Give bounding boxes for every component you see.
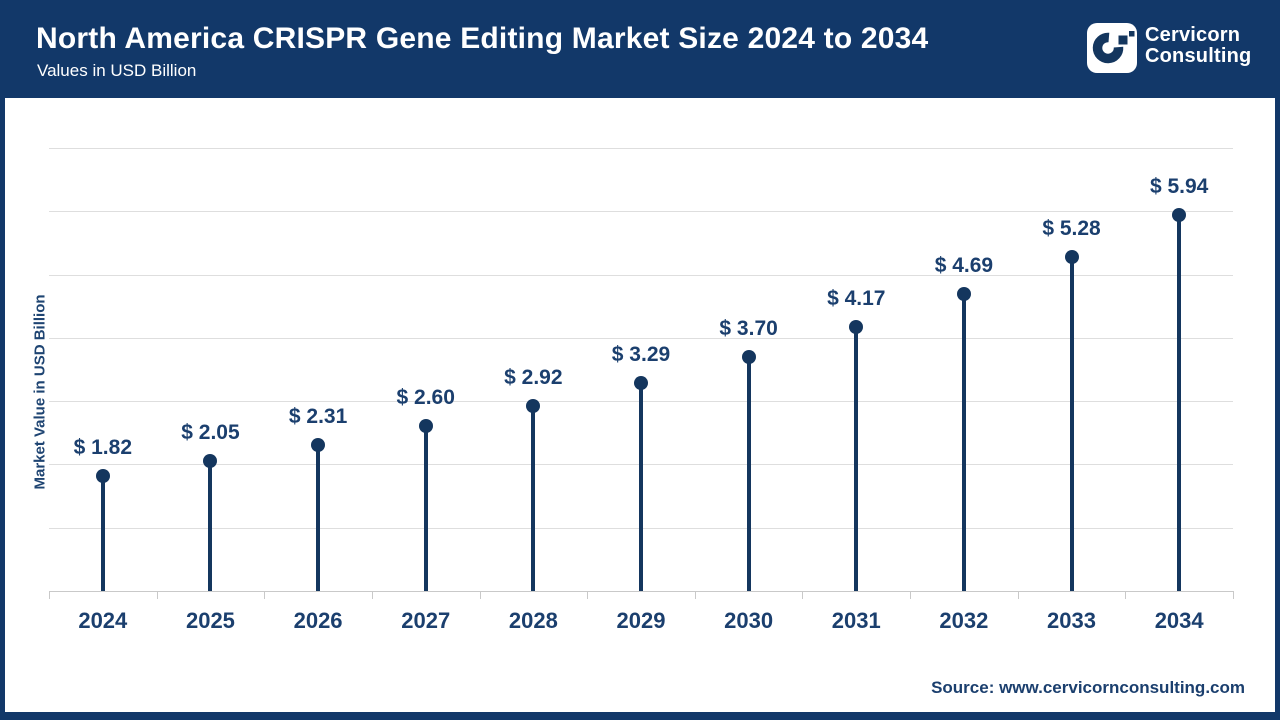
data-point-label: $ 3.29 xyxy=(611,342,671,366)
data-point-dot xyxy=(203,454,218,469)
x-tick-label: 2033 xyxy=(1047,608,1096,633)
x-axis-tick xyxy=(694,591,696,599)
x-tick-label: 2028 xyxy=(508,608,558,633)
gridline xyxy=(49,274,1233,276)
stem xyxy=(531,406,536,591)
x-axis-tick xyxy=(587,591,589,599)
x-axis-tick xyxy=(1125,591,1127,599)
data-point-dot xyxy=(741,349,756,364)
frame-border-right xyxy=(1275,0,1280,720)
data-point-dot xyxy=(956,287,971,302)
gridline xyxy=(49,211,1233,213)
chart-subtitle: Values in USD Billion xyxy=(37,61,197,80)
x-axis-tick xyxy=(371,591,373,599)
data-point-label: $ 2.31 xyxy=(288,404,348,428)
x-tick-label: 2032 xyxy=(939,608,989,633)
source-credit: Source: www.cervicornconsulting.com xyxy=(931,678,1245,697)
brand-logo xyxy=(1087,23,1137,73)
x-axis-tick xyxy=(1233,591,1234,599)
header-bar: North America CRISPR Gene Editing Market… xyxy=(0,0,1280,98)
stem xyxy=(854,327,859,591)
x-axis-tick xyxy=(49,591,50,599)
x-tick-label: 2030 xyxy=(724,608,774,633)
data-point-dot xyxy=(849,320,864,335)
x-tick-label: 2031 xyxy=(831,608,881,633)
x-tick-label: 2027 xyxy=(401,608,451,633)
frame-border-bottom xyxy=(0,712,1280,720)
frame-border-left xyxy=(0,0,5,720)
x-axis-line xyxy=(49,591,1233,592)
data-point-dot xyxy=(418,419,433,434)
x-tick-label: 2034 xyxy=(1154,608,1204,633)
data-point-label: $ 2.60 xyxy=(396,386,455,410)
brand-name-line2: Consulting xyxy=(1145,45,1252,67)
data-point-label: $ 5.94 xyxy=(1149,175,1209,199)
x-axis-tick xyxy=(1017,591,1019,599)
stem xyxy=(1177,215,1182,591)
data-point-dot xyxy=(1172,208,1187,223)
stem xyxy=(746,356,751,591)
chart-title: North America CRISPR Gene Editing Market… xyxy=(36,22,929,55)
stem xyxy=(423,426,428,591)
x-tick-label: 2026 xyxy=(293,608,343,633)
x-axis-tick xyxy=(910,591,912,599)
brand-name: Cervicorn Consulting xyxy=(1145,25,1251,67)
stem xyxy=(1069,256,1074,591)
data-point-label: $ 2.92 xyxy=(504,366,563,390)
data-point-label: $ 3.70 xyxy=(719,316,778,340)
x-axis-tick xyxy=(264,591,266,599)
data-point-label: $ 2.05 xyxy=(181,421,240,445)
gridline xyxy=(49,337,1233,339)
gridline xyxy=(49,148,1233,149)
x-tick-label: 2024 xyxy=(78,608,128,633)
x-tick-label: 2025 xyxy=(185,608,235,633)
data-point-label: $ 5.28 xyxy=(1042,216,1101,240)
data-point-dot xyxy=(95,468,110,483)
x-axis-tick xyxy=(156,591,158,599)
brand-name-line1: Cervicorn xyxy=(1145,24,1241,46)
x-tick-label: 2029 xyxy=(616,608,666,633)
stem xyxy=(208,461,213,591)
stem xyxy=(639,382,643,591)
data-point-dot xyxy=(634,375,648,390)
data-point-label: $ 4.69 xyxy=(934,254,994,278)
stem xyxy=(100,475,105,591)
data-point-dot xyxy=(1064,249,1079,264)
stem xyxy=(961,294,966,591)
x-axis-tick xyxy=(802,591,804,599)
data-point-label: $ 1.82 xyxy=(73,435,132,459)
stem xyxy=(316,444,321,591)
cervicorn-c-icon xyxy=(1092,31,1135,64)
data-point-label: $ 4.17 xyxy=(827,287,886,311)
data-point-dot xyxy=(311,437,326,452)
data-point-dot xyxy=(526,399,541,414)
x-axis-tick xyxy=(479,591,481,599)
